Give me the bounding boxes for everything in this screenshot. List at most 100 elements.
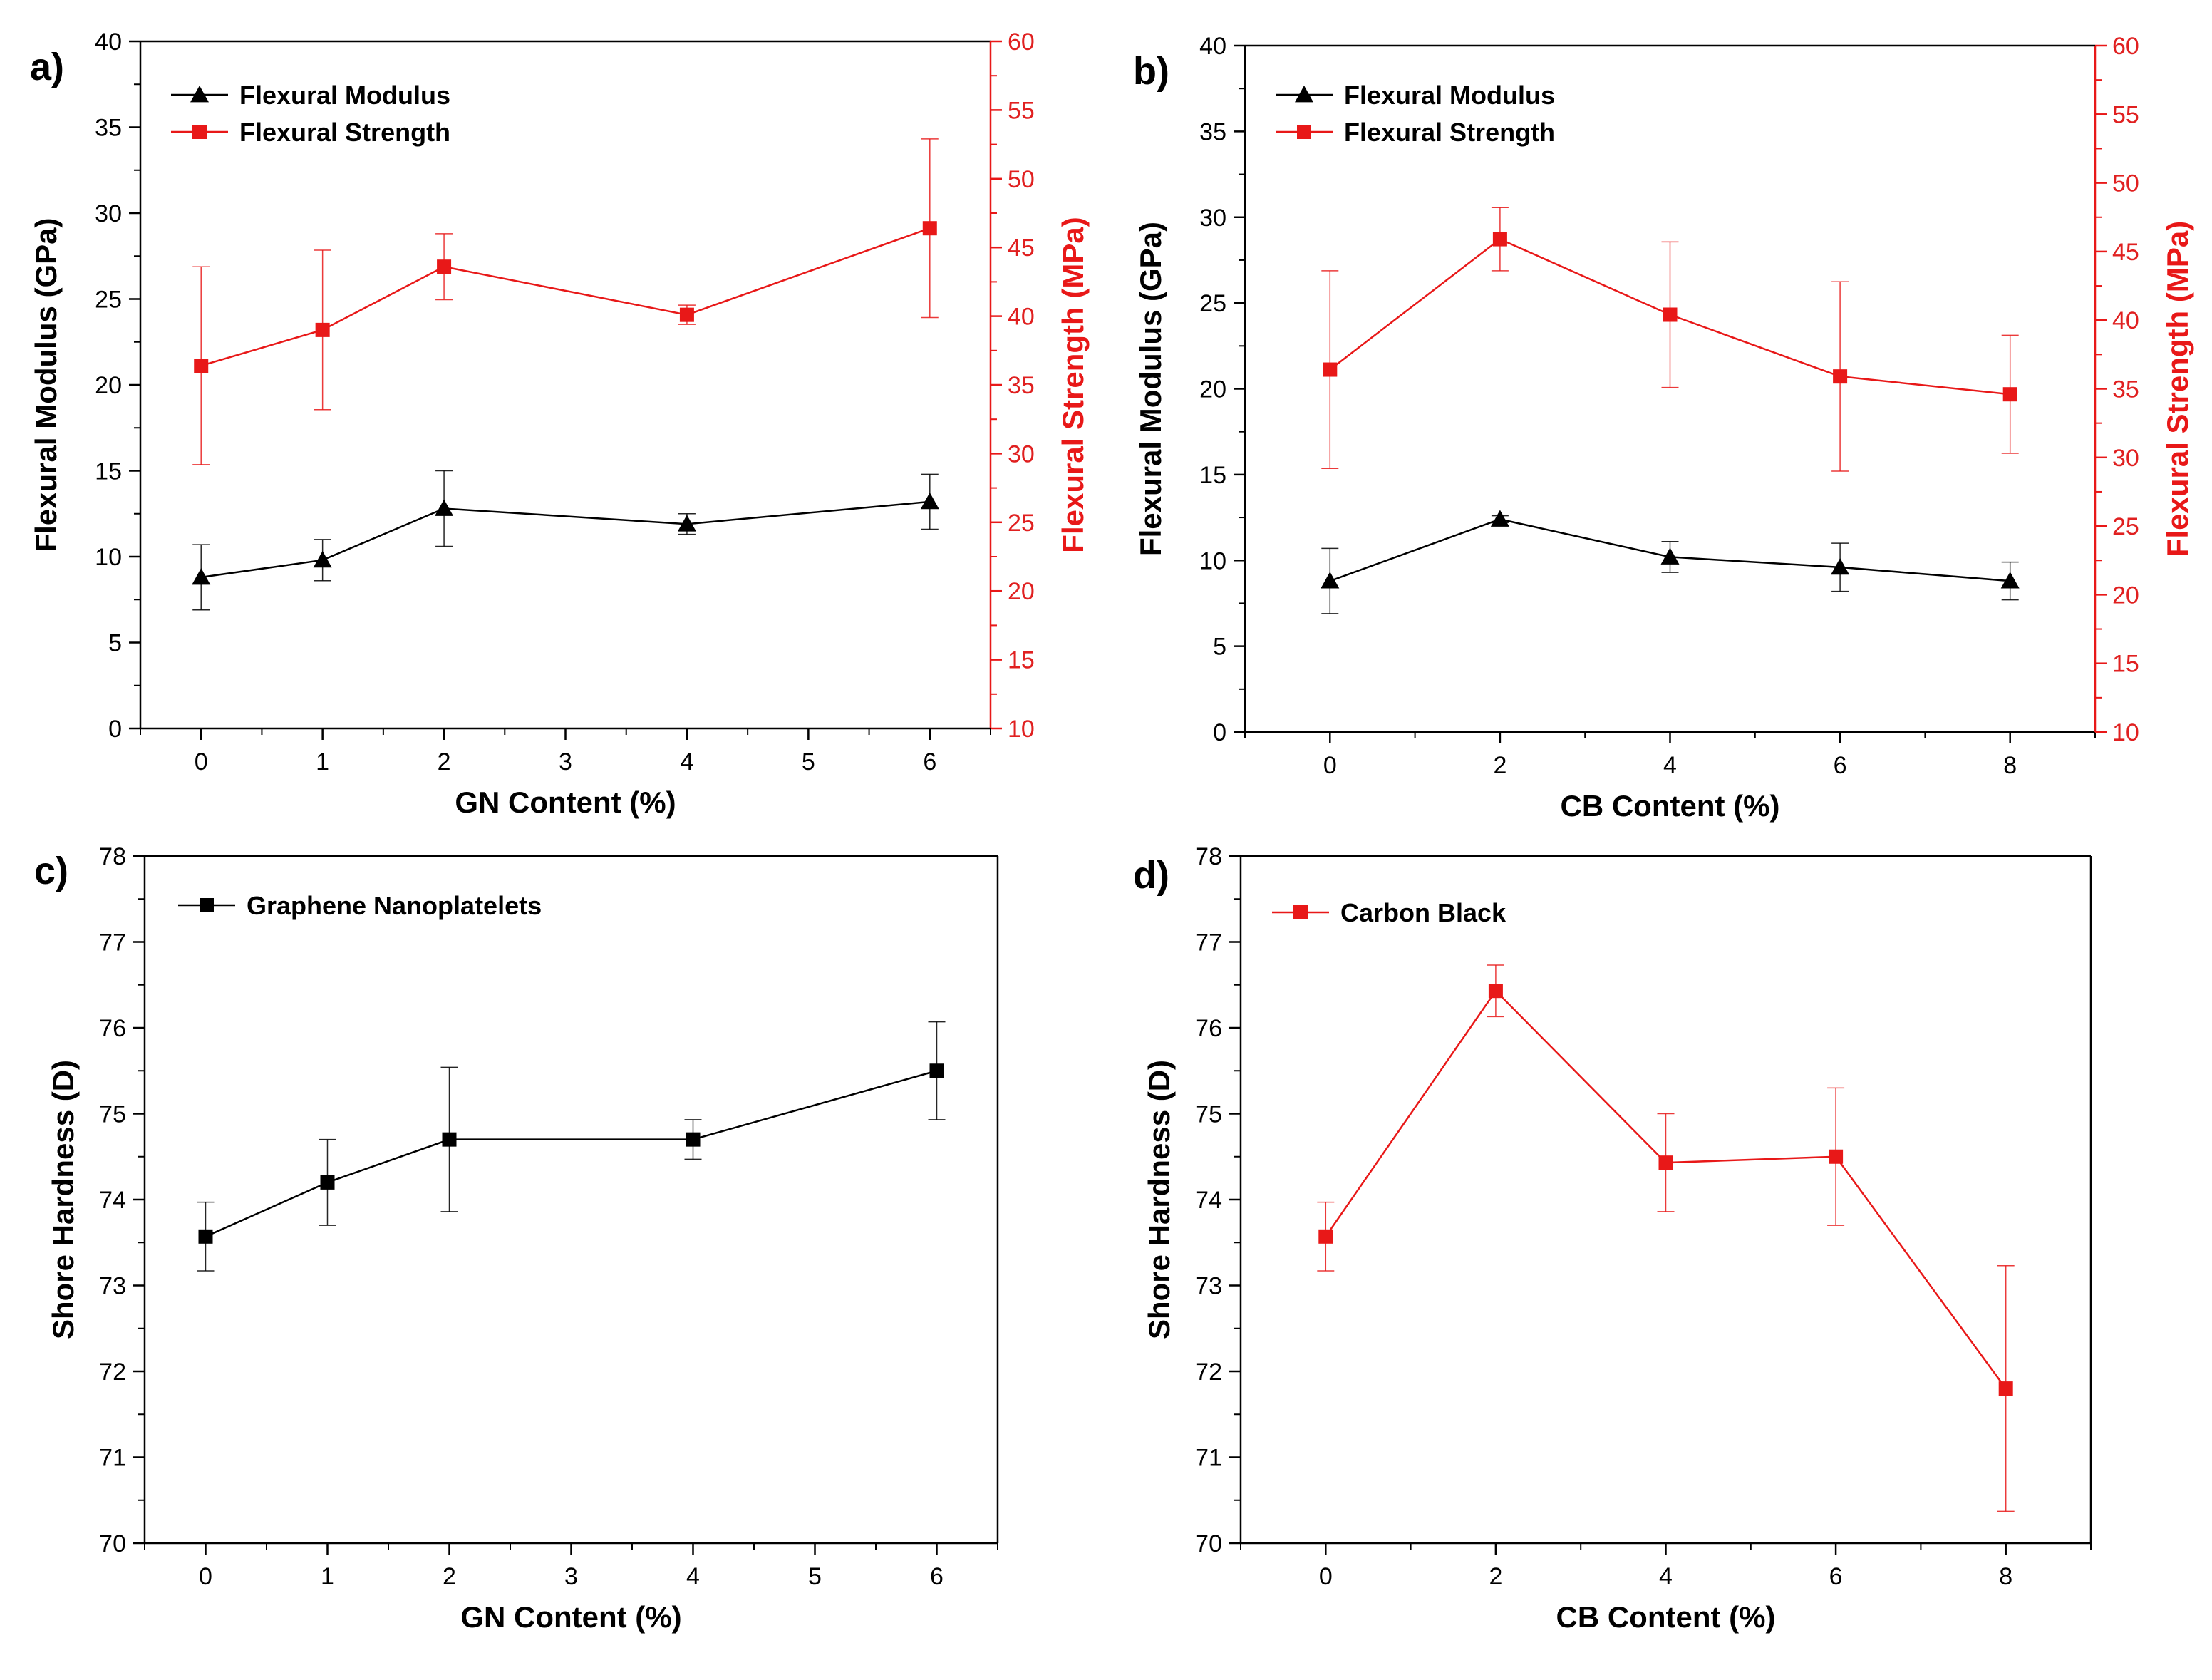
data-point [442,1132,457,1147]
y-left-tick-label: 71 [1195,1445,1222,1472]
data-point [437,259,452,274]
panel-label-a: a) [30,46,64,88]
y-left-tick-label: 20 [1199,376,1226,403]
data-point [1998,1381,2013,1396]
y-left-tick-label: 70 [99,1530,126,1557]
y-right-tick-label: 10 [1008,716,1035,743]
y-left-tick-label: 20 [95,372,122,399]
x-tick-label: 8 [1999,1563,2012,1590]
panel-a-flexural-gn: a) 0 1 2 3 4 5 6GN Content (%)0510152025303540… [29,29,1090,819]
data-point [194,359,209,373]
x-tick-label: 0 [1323,752,1337,779]
data-point [2002,387,2017,402]
x-axis-title: CB Content (%) [1556,1600,1776,1634]
legend-marker [1293,905,1308,919]
y-left-tick-label: 78 [1195,843,1222,870]
x-tick-label: 6 [1829,1563,1843,1590]
x-axis-title: GN Content (%) [455,785,676,819]
series-flexural-strength [192,138,939,465]
x-tick-label: 3 [564,1563,578,1590]
y-left-tick-label: 30 [1199,205,1226,232]
data-point [1831,557,1850,575]
data-point [1660,547,1680,565]
y-right-tick-label: 40 [1008,304,1035,331]
y-left-tick-label: 15 [1199,462,1226,489]
y-right-tick-label: 20 [1008,578,1035,605]
y-right-tick-label: 25 [2112,513,2139,540]
x-tick-label: 1 [316,748,329,775]
legend-entry-carbon-black: Carbon Black [1272,898,1506,927]
panel-d-hardness-cb: d) 0 2 4 6 8 CB Content (%) 70 71 72 73 74 75 76 77 78… [1133,843,2092,1634]
series-carbon-black [1317,964,2015,1512]
y-left-tick-label: 75 [1195,1101,1222,1128]
legend-entry-flexural-strength: Flexural Strength [1276,118,1555,147]
x-tick-label: 2 [1493,752,1506,779]
y-right-tick-label: 45 [2112,239,2139,266]
panel-label-b: b) [1133,50,1169,93]
y-left-tick-label: 5 [1213,634,1226,661]
series-graphene-nanoplatelets [197,1021,946,1272]
data-point [1321,572,1340,589]
data-point [1658,1155,1673,1170]
data-point [2000,572,2020,589]
data-point [198,1229,213,1244]
y-left-axis-title: Shore Hardness (D) [1142,1060,1176,1339]
y-left-tick-label: 10 [1199,547,1226,574]
y-left-tick-label: 0 [108,716,122,743]
x-tick-label: 6 [923,748,936,775]
data-point [679,307,694,322]
y-right-tick-label: 15 [1008,647,1035,674]
y-right-axis-title: Flexural Strength (MPa) [2161,221,2194,557]
y-left-tick-label: 70 [1195,1530,1222,1557]
data-point [929,1063,944,1078]
legend-label: Flexural Modulus [239,81,450,110]
x-tick-label: 0 [1319,1563,1333,1590]
y-right-tick-label: 40 [2112,307,2139,334]
y-left-tick-label: 72 [99,1359,126,1386]
data-point [435,499,454,516]
y-left-axis-title: Shore Hardness (D) [46,1060,80,1339]
x-tick-label: 4 [1659,1563,1673,1590]
legend-marker [200,898,214,912]
data-point [1829,1149,1844,1164]
x-tick-label: 0 [195,748,208,775]
legend-marker [192,125,207,139]
data-point [1318,1229,1333,1244]
y-right-tick-label: 25 [1008,510,1035,537]
y-left-tick-label: 73 [99,1273,126,1300]
panel-c-hardness-gn: c) 0 1 2 3 4 5 6 GN Content (%) 70 71 72 73 74 75 76 77… [34,843,999,1634]
y-left-tick-label: 40 [95,29,122,56]
data-point [1663,307,1678,322]
legend-marker [1297,125,1311,139]
y-left-tick-label: 35 [1199,118,1226,145]
data-point [1833,369,1848,384]
y-left-axis-title: Flexural Modulus (GPa) [1134,222,1167,556]
legend-label: Flexural Modulus [1344,81,1555,110]
legend-entry-flexural-modulus: Flexural Modulus [171,81,450,110]
y-left-tick-label: 78 [99,843,126,870]
y-right-tick-label: 20 [2112,582,2139,609]
y-right-axis-title: Flexural Strength (MPa) [1056,217,1090,552]
x-tick-label: 4 [686,1563,700,1590]
y-right-tick-label: 35 [2112,376,2139,403]
data-point [677,515,696,532]
data-point [320,1175,335,1190]
x-axis-title: CB Content (%) [1561,789,1780,823]
data-point [1323,362,1338,377]
y-left-tick-label: 76 [99,1015,126,1042]
y-left-tick-label: 15 [95,458,122,485]
x-axis-title: GN Content (%) [460,1600,681,1634]
panel-b-flexural-cb: b) 0 2 4 6 8 CB Content (%) 0 5 10 15 20 25 30 35 40 Fl… [1133,33,2194,823]
x-tick-label: 4 [680,748,693,775]
x-tick-label: 2 [1489,1563,1502,1590]
panel-label-c: c) [34,850,68,892]
x-tick-label: 4 [1663,752,1677,779]
data-point [920,492,939,510]
x-tick-label: 2 [438,748,451,775]
y-right-tick-label: 35 [1008,372,1035,399]
data-point [922,221,937,236]
y-left-tick-label: 5 [108,630,122,657]
legend-entry-flexural-modulus: Flexural Modulus [1276,81,1555,110]
series-flexural-modulus [1321,510,2020,614]
legend-entry-flexural-strength: Flexural Strength [171,118,450,147]
